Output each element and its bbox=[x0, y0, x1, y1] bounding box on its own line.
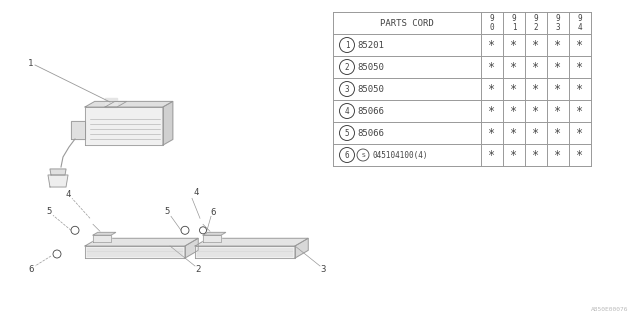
Polygon shape bbox=[203, 232, 226, 235]
Polygon shape bbox=[71, 121, 85, 139]
Text: *: * bbox=[532, 126, 540, 140]
Text: S: S bbox=[361, 153, 365, 157]
Text: *: * bbox=[511, 105, 518, 117]
Text: *: * bbox=[488, 83, 495, 95]
Text: *: * bbox=[554, 60, 561, 74]
Text: *: * bbox=[488, 60, 495, 74]
Text: 3: 3 bbox=[345, 84, 349, 93]
Text: 9
4: 9 4 bbox=[578, 14, 582, 32]
Text: *: * bbox=[577, 83, 584, 95]
Text: 9
3: 9 3 bbox=[556, 14, 560, 32]
Text: *: * bbox=[577, 148, 584, 162]
Polygon shape bbox=[93, 232, 116, 235]
Polygon shape bbox=[105, 99, 117, 107]
Text: 4: 4 bbox=[193, 188, 198, 197]
Text: *: * bbox=[488, 148, 495, 162]
Polygon shape bbox=[185, 238, 198, 258]
Text: 2: 2 bbox=[345, 62, 349, 71]
Text: 85066: 85066 bbox=[357, 129, 384, 138]
Polygon shape bbox=[85, 238, 198, 246]
Polygon shape bbox=[195, 246, 295, 258]
Text: *: * bbox=[577, 126, 584, 140]
Text: A850E00076: A850E00076 bbox=[591, 307, 628, 312]
Text: 5: 5 bbox=[164, 207, 170, 216]
Text: 3: 3 bbox=[320, 266, 326, 275]
Text: 9
1: 9 1 bbox=[512, 14, 516, 32]
Text: *: * bbox=[532, 83, 540, 95]
Polygon shape bbox=[295, 238, 308, 258]
Text: *: * bbox=[532, 38, 540, 52]
Polygon shape bbox=[48, 175, 68, 187]
Text: 6: 6 bbox=[28, 266, 34, 275]
Text: 85050: 85050 bbox=[357, 62, 384, 71]
Text: *: * bbox=[532, 105, 540, 117]
Text: PARTS CORD: PARTS CORD bbox=[380, 19, 434, 28]
Text: *: * bbox=[577, 105, 584, 117]
Text: 85050: 85050 bbox=[357, 84, 384, 93]
Text: *: * bbox=[554, 148, 561, 162]
Text: 4: 4 bbox=[345, 107, 349, 116]
Polygon shape bbox=[85, 101, 173, 107]
Text: *: * bbox=[554, 83, 561, 95]
Polygon shape bbox=[85, 246, 185, 258]
Text: 045104100(4): 045104100(4) bbox=[372, 150, 428, 159]
Text: *: * bbox=[577, 60, 584, 74]
Polygon shape bbox=[163, 101, 173, 145]
Text: *: * bbox=[532, 148, 540, 162]
Text: 9
2: 9 2 bbox=[534, 14, 538, 32]
Text: 4: 4 bbox=[65, 190, 70, 199]
Text: 2: 2 bbox=[195, 266, 201, 275]
Text: *: * bbox=[511, 83, 518, 95]
Text: *: * bbox=[511, 148, 518, 162]
Text: 6: 6 bbox=[345, 150, 349, 159]
Text: *: * bbox=[511, 60, 518, 74]
Text: 1: 1 bbox=[28, 59, 34, 68]
Text: *: * bbox=[511, 126, 518, 140]
Text: 1: 1 bbox=[345, 41, 349, 50]
Text: *: * bbox=[554, 126, 561, 140]
Text: *: * bbox=[554, 38, 561, 52]
Text: *: * bbox=[577, 38, 584, 52]
Text: *: * bbox=[532, 60, 540, 74]
Text: 6: 6 bbox=[211, 208, 216, 217]
Text: *: * bbox=[488, 38, 495, 52]
Polygon shape bbox=[50, 169, 66, 175]
Text: *: * bbox=[511, 38, 518, 52]
Text: *: * bbox=[554, 105, 561, 117]
Text: *: * bbox=[488, 105, 495, 117]
Polygon shape bbox=[195, 238, 308, 246]
Text: 5: 5 bbox=[46, 207, 52, 216]
Text: 85201: 85201 bbox=[357, 41, 384, 50]
Polygon shape bbox=[85, 107, 163, 145]
Text: 9
0: 9 0 bbox=[490, 14, 494, 32]
Text: *: * bbox=[488, 126, 495, 140]
Polygon shape bbox=[93, 235, 111, 242]
Polygon shape bbox=[203, 235, 221, 242]
Text: 5: 5 bbox=[345, 129, 349, 138]
Text: 85066: 85066 bbox=[357, 107, 384, 116]
